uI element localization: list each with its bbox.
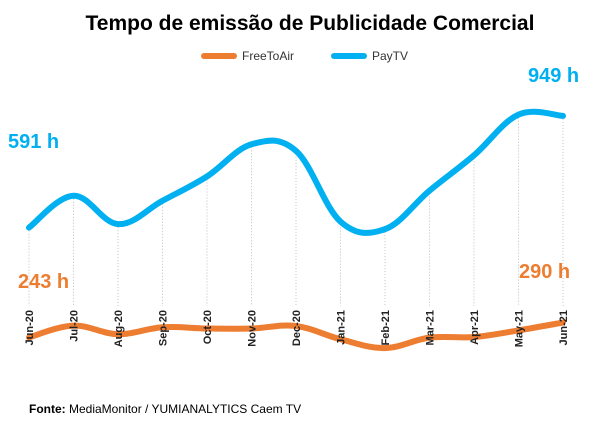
- x-tick-label: May-21: [514, 310, 526, 347]
- x-tick-label: Jun-21: [558, 310, 570, 345]
- freetoair-start-label: 243 h: [18, 271, 69, 293]
- x-tick-label: Nov-20: [247, 310, 259, 347]
- x-tick-label: Mar-21: [425, 310, 437, 345]
- x-axis-tick-labels: Jun-20 Jul-20 Aug-20 Sep-20 Oct-20 Nov-20 Dec-…: [24, 310, 570, 347]
- series-lines: [26, 108, 566, 352]
- paytv-end-label: 949 h: [528, 65, 579, 87]
- series-line-freetoair: [26, 319, 566, 352]
- freetoair-end-label: 290 h: [519, 261, 570, 283]
- legend-label-freetoair: FreeToAir: [242, 49, 294, 63]
- source-note: Fonte: MediaMonitor / YUMIANALYTICS Caem…: [29, 402, 301, 416]
- legend: FreeToAir PayTV: [201, 49, 408, 63]
- paytv-start-label: 591 h: [8, 131, 59, 153]
- source-label: Fonte:: [29, 402, 66, 416]
- x-tick-label: Aug-20: [113, 310, 125, 347]
- series-line-paytv: [26, 108, 566, 236]
- legend-label-paytv: PayTV: [372, 49, 408, 63]
- x-tick-label: Jun-20: [24, 310, 36, 345]
- x-tick-label: Jul-20: [69, 310, 81, 342]
- x-tick-label: Jan-21: [336, 310, 348, 345]
- source-text: MediaMonitor / YUMIANALYTICS Caem TV: [69, 402, 302, 416]
- x-tick-label: Apr-21: [469, 310, 481, 345]
- x-tick-label: Feb-21: [380, 310, 392, 345]
- x-tick-label: Oct-20: [202, 310, 214, 344]
- chart-title: Tempo de emissão de Publicidade Comercia…: [86, 12, 535, 35]
- x-tick-label: Dec-20: [291, 310, 303, 346]
- drop-lines: [28, 114, 564, 306]
- x-tick-label: Sep-20: [158, 310, 170, 346]
